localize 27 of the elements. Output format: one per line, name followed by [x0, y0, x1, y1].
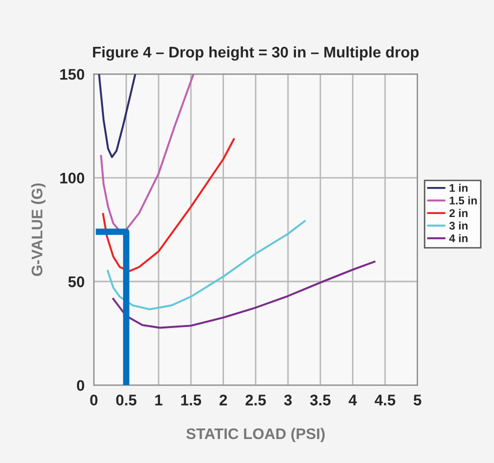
y-tick-label: 100: [60, 172, 84, 184]
x-tick-label: 3.5: [310, 394, 331, 406]
x-axis-title: STATIC LOAD (PSI): [186, 428, 325, 442]
line-series: [112, 260, 376, 329]
y-tick-label: 0: [76, 380, 84, 391]
x-tick-label: 4.5: [374, 394, 396, 406]
x-tick-label: 2.5: [246, 394, 266, 406]
x-tick-label: 2: [220, 394, 227, 406]
legend-label: 4 in: [449, 234, 468, 242]
x-tick-label: 1: [155, 394, 162, 406]
y-axis-title: G-VALUE (G): [31, 183, 46, 276]
x-tick-label: 3: [284, 394, 292, 406]
x-tick-label: 0: [90, 394, 98, 406]
legend-label: 2 in: [449, 208, 468, 217]
legend-label: 1 in: [450, 184, 468, 192]
legend-label: 1.5 in: [450, 196, 477, 204]
x-tick-label: 4: [348, 394, 357, 406]
x-tick-label: 1.5: [181, 394, 202, 406]
chart-title: Figure 4 – Drop height = 30 in – Multiple drop: [93, 46, 419, 61]
y-tick-label: 50: [68, 276, 84, 288]
line-series: [102, 137, 236, 272]
x-tick-label: 0.5: [116, 394, 136, 406]
line-series: [106, 220, 306, 310]
y-tick-label: 150: [60, 68, 84, 80]
line-series: [98, 74, 136, 158]
x-tick-label: 5: [414, 394, 422, 406]
legend-label: 3 in: [449, 221, 468, 230]
